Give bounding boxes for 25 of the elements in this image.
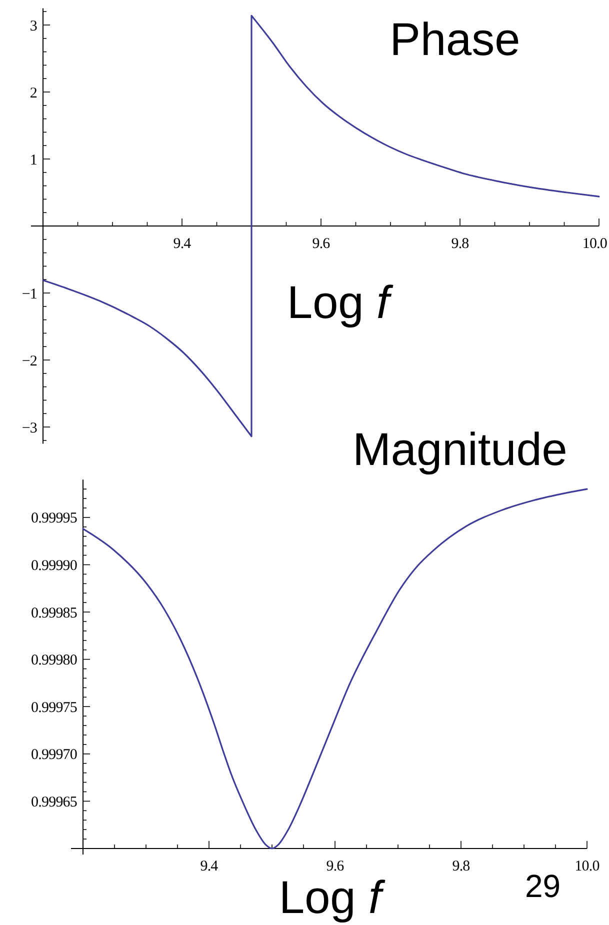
line-series (82, 488, 588, 850)
y-tick-label: 0.99995 (31, 510, 77, 527)
y-tick-label: −2 (22, 353, 37, 370)
y-tick-label: 0.99985 (31, 605, 77, 622)
x-tick-label: 9.8 (451, 236, 469, 252)
x-tick-label: 9.6 (312, 236, 331, 252)
y-tick-label: 0.99975 (31, 700, 77, 716)
y-tick-label: −1 (22, 286, 37, 302)
x-tick-label: 10.0 (574, 858, 600, 874)
y-tick-label: 0.99980 (31, 652, 77, 669)
y-tick-label: 3 (30, 18, 37, 34)
x-tick-label: 9.8 (452, 858, 470, 874)
y-tick-label: 0.99965 (31, 794, 77, 810)
chart-title: Phase (390, 13, 520, 65)
y-tick-label: 0.99990 (31, 558, 77, 574)
y-tick-label: 2 (30, 85, 37, 102)
x-tick-label: 10.0 (582, 236, 607, 252)
y-tick-label: 1 (30, 152, 37, 168)
chart-title: Magnitude (352, 423, 568, 475)
x-tick-label: 9.4 (173, 236, 192, 252)
x-axis-title: Log f (287, 276, 394, 328)
y-tick-label: 0.99970 (31, 747, 77, 764)
x-tick-label: 9.4 (200, 858, 219, 874)
y-tick-label: −3 (22, 420, 37, 436)
text: 29 (525, 868, 561, 904)
